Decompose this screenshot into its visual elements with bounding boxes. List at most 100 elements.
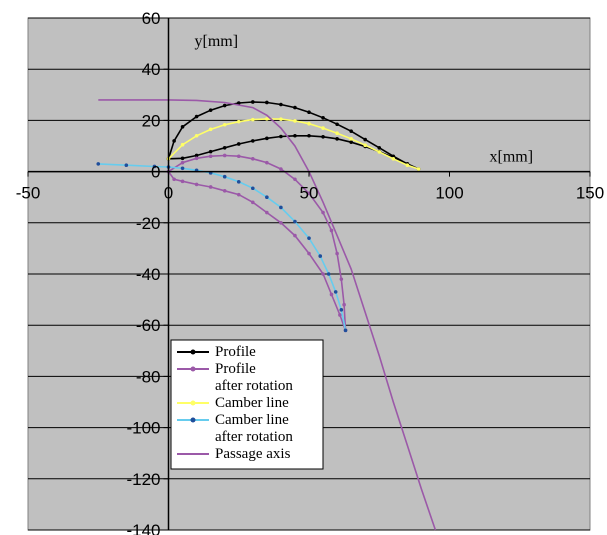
y-tick-label: 60 (142, 9, 161, 28)
data-point (335, 122, 339, 127)
y-tick-label: 40 (142, 60, 161, 79)
data-point (236, 192, 241, 197)
data-point (293, 219, 297, 224)
data-point (307, 133, 311, 138)
x-tick-label: 100 (435, 184, 463, 203)
data-point (265, 136, 269, 141)
data-point (339, 277, 344, 281)
data-point (208, 149, 213, 154)
data-point (124, 163, 129, 167)
legend-box (170, 339, 324, 470)
legend-marker (190, 417, 196, 423)
legend-marker (190, 349, 196, 355)
x-tick-label: 150 (576, 184, 604, 203)
data-point (194, 156, 199, 161)
data-point (307, 191, 311, 196)
data-point (377, 150, 382, 154)
y-tick-label: 20 (142, 111, 161, 130)
data-point (96, 162, 101, 166)
data-point (279, 117, 283, 121)
data-point (329, 228, 334, 233)
data-point (251, 186, 255, 191)
legend-entry: Passage axis (177, 446, 291, 462)
data-point (251, 117, 255, 122)
data-point (236, 142, 241, 146)
legend-entry: Camber line (177, 395, 289, 411)
data-point (222, 122, 227, 127)
data-point (222, 189, 227, 193)
data-point (318, 254, 323, 258)
data-point (172, 177, 176, 182)
legend-label: after rotation (215, 378, 293, 394)
legend-label: Camber line (215, 395, 289, 411)
data-point (335, 131, 339, 135)
legend-label: Profile (215, 361, 256, 377)
data-point (405, 163, 410, 167)
data-point (279, 167, 283, 171)
data-point (180, 125, 185, 129)
data-point (208, 154, 213, 159)
data-point (222, 103, 227, 108)
data-point (251, 200, 255, 205)
series-2 (166, 117, 421, 171)
data-point (265, 117, 269, 121)
data-point (180, 179, 185, 184)
data-point (180, 142, 185, 147)
y-tick-label: -60 (136, 316, 161, 335)
data-point (307, 121, 311, 126)
legend-label: Profile (215, 344, 256, 360)
y-tick-label: -80 (136, 367, 161, 386)
data-point (307, 110, 311, 115)
data-point (279, 221, 283, 225)
data-point (416, 167, 421, 171)
data-point (293, 177, 297, 182)
legend-entry: Profile (177, 344, 256, 360)
data-point (208, 185, 213, 189)
data-point (180, 166, 185, 171)
data-point (377, 145, 382, 150)
data-point (208, 127, 213, 132)
legend-label: Camber line (215, 412, 289, 428)
data-point (321, 272, 325, 276)
data-point (222, 174, 227, 179)
data-point (265, 160, 269, 165)
data-point (321, 134, 325, 139)
data-point (349, 137, 353, 141)
data-point (180, 156, 185, 161)
legend-label: after rotation (215, 429, 293, 445)
data-point (279, 205, 283, 210)
legend-marker (190, 366, 196, 372)
data-point (326, 272, 331, 276)
data-point (349, 140, 353, 144)
data-point (172, 139, 176, 143)
data-point (265, 100, 269, 105)
series-1 (166, 153, 348, 333)
data-point (236, 119, 241, 124)
data-point (194, 133, 199, 138)
data-point (343, 328, 348, 333)
data-point (335, 137, 339, 141)
data-point (194, 153, 199, 158)
data-point (180, 160, 185, 165)
data-point (342, 302, 346, 307)
x-tick-label: -50 (16, 184, 41, 203)
data-point (251, 139, 255, 143)
x-axis-label: x[mm] (490, 149, 534, 166)
data-point (265, 210, 269, 215)
data-point (194, 182, 199, 187)
series-line (98, 99, 437, 531)
data-point (293, 233, 297, 238)
data-point (293, 105, 297, 110)
data-point (349, 129, 353, 133)
data-point (236, 101, 241, 105)
series-4 (98, 99, 437, 531)
x-tick-label: 0 (164, 184, 173, 203)
legend-marker (190, 400, 196, 406)
data-point (222, 145, 227, 150)
y-axis-label: y[mm] (194, 33, 238, 50)
